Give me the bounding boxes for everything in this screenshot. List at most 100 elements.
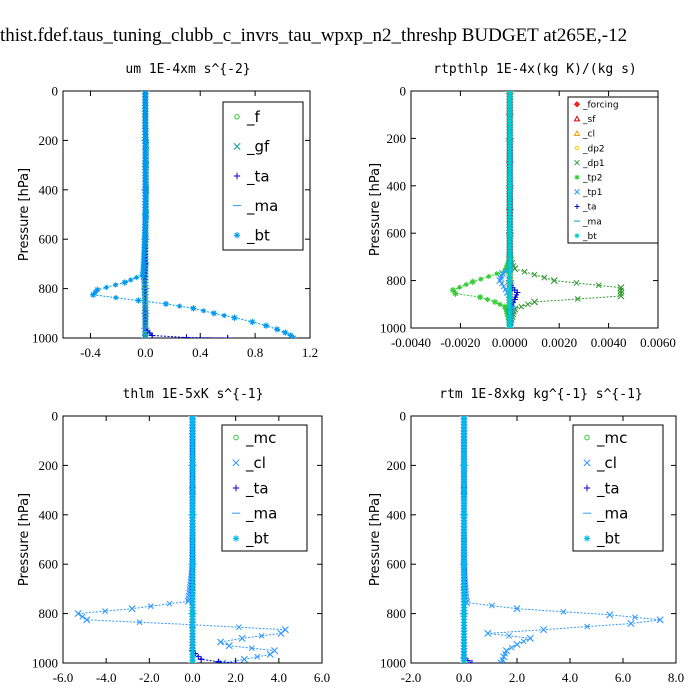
point_bt [189,422,196,428]
point_bt [507,252,513,259]
point_bt [142,227,148,233]
point_bt [94,286,101,294]
point_bt [461,503,467,509]
point_bt [507,225,513,231]
point_bt [461,596,467,602]
point_bt [460,462,468,469]
point_dp1 [617,284,625,292]
point_bt [189,486,196,492]
series-area-rtm [459,416,664,663]
point_bt [507,121,513,128]
point_bt [507,130,513,136]
point_bt [231,314,238,321]
point_tp2 [497,301,503,307]
point_bt [507,255,513,261]
point_cl [631,614,638,621]
y-tick-label: 400 [387,178,407,193]
point_bt [461,599,467,605]
point_bt [461,497,467,503]
legend-label_ma: _ma [582,217,602,227]
point_bt [507,113,513,119]
point_bt [189,535,196,541]
y-tick-label: 800 [387,273,407,288]
point_bt [461,642,467,649]
point_bt [189,640,196,646]
point_bt [507,146,513,153]
point_bt [189,419,196,425]
point_bt [507,116,513,122]
legend-label_ma: _ma [245,504,277,523]
y-tick-label: 200 [39,133,59,148]
point_bt [189,427,196,434]
legend-marker_mc [233,434,239,441]
legend-label_mc: _mc [245,429,276,448]
point_ta [148,332,156,338]
x-tick-label: 0.4 [192,345,209,360]
point_bt [461,651,467,657]
series-um_bt [89,91,297,338]
point_cl [497,659,505,663]
y-tick-label: 1000 [380,656,406,671]
point_cl [217,638,225,646]
point_cl [219,659,227,663]
point_bt [189,590,196,596]
point_bt [142,149,148,155]
point_bt [507,127,513,133]
panel-rtpthlp: rtpthlp 1E-4x(kg K)/(kg s) Pressure [hPa]… [368,62,676,350]
point_cl [79,613,86,620]
point_dp1 [595,282,602,289]
point_bt [142,191,148,197]
point_cl [513,640,521,649]
point_cl [266,650,274,658]
point_bt [189,541,196,547]
point_bt [507,208,513,214]
legend-marker_dp2 [574,145,580,151]
legend-marker_sf [573,115,581,122]
panel-title-thlm: thlm 1E-5xK s^{-1} [123,387,264,402]
point_bt [461,433,467,439]
point_tp1 [498,280,505,287]
legend-marker_mc [584,434,590,441]
x-tick-label: 0.0 [137,345,153,360]
point_ta [513,292,519,298]
point_bt [189,518,196,524]
point_bt [460,610,468,617]
point_dp1 [573,280,580,286]
point_bt [189,610,196,617]
point_bt [461,616,467,623]
point_ta [215,658,222,663]
point_bt [189,642,196,649]
point_bt [507,297,513,303]
y-tick-label: 1000 [380,321,406,336]
legend-marker_bt [583,535,591,542]
legend-marker_forcing [573,101,581,108]
point_bt [142,114,148,120]
point_bt [507,169,513,175]
point_bt [189,654,196,660]
point_bt [141,233,147,239]
legend-label_cl: _cl [582,130,595,140]
point_bt [142,117,148,123]
point_bt [142,176,148,182]
y-tick-label: 800 [39,281,59,296]
legend-label_bt: _bt [582,232,597,242]
point_bt [189,483,196,489]
point_cl [520,638,527,645]
point_tp1 [498,269,506,278]
point_tp2 [463,281,469,288]
point_ta [514,289,521,296]
point_bt [189,581,196,588]
y-tick-label: 1000 [32,331,58,346]
panel-title-um: um 1E-4xm s^{-2} [125,62,250,77]
point_bt [189,480,196,486]
y-tick-label: 600 [39,232,59,247]
legend-label_ta: _ta [246,167,270,186]
point_cl [500,653,508,661]
point_bt [189,628,196,634]
point_cl [508,644,515,651]
legend-marker_tp2 [574,174,580,180]
point_bt [189,430,196,437]
point_bt [461,454,467,460]
point_bt [249,318,256,326]
y-axis-label-thlm: Pressure [hPa] [17,493,32,586]
